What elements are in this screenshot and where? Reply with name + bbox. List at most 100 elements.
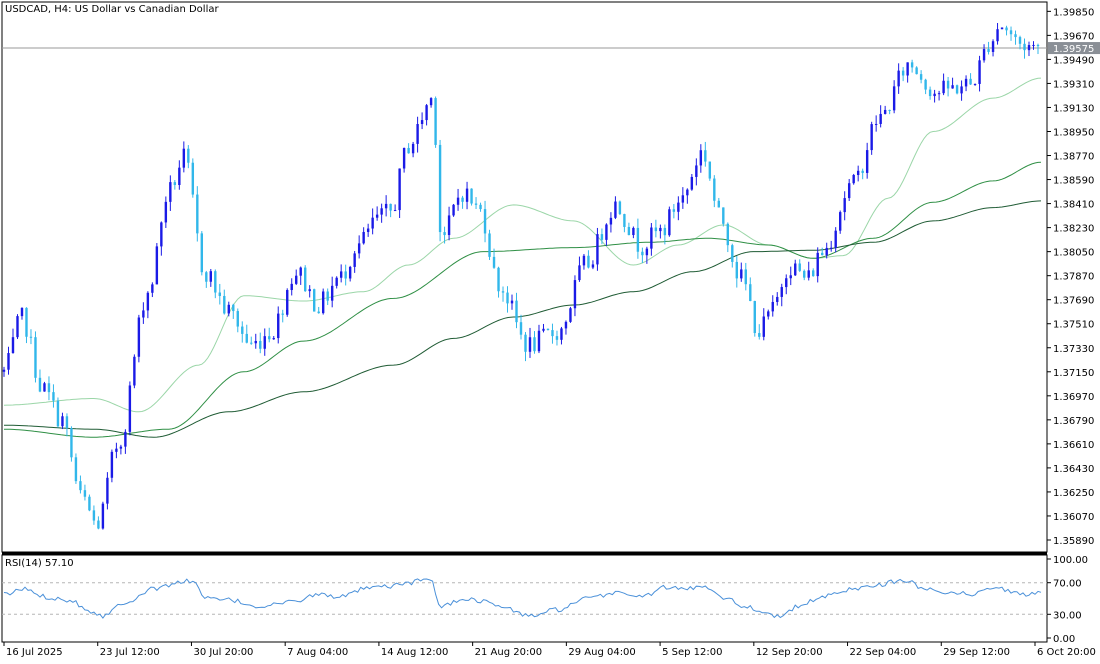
candle-body [286, 290, 289, 315]
candle-body [371, 217, 374, 229]
candle-body [1027, 45, 1031, 51]
candle-body [555, 336, 559, 340]
price-tick-label: 1.38230 [1053, 224, 1094, 235]
candle-body [573, 280, 577, 309]
candle-body [830, 247, 833, 249]
candle-body [668, 209, 671, 236]
candle-body [398, 168, 401, 211]
candle-body [272, 338, 275, 340]
candle-body [65, 416, 69, 429]
candle-body [645, 248, 649, 256]
candle-body [47, 383, 51, 393]
candle-body [951, 85, 954, 89]
candle-body [807, 270, 810, 278]
candle-body [1014, 34, 1017, 38]
candle-body [632, 227, 635, 236]
candle-body [1023, 43, 1026, 51]
candle-body [942, 80, 945, 94]
price-tick-label: 1.36250 [1053, 488, 1094, 499]
candle-body [614, 201, 617, 218]
candle-body [933, 93, 936, 97]
moving-average-line-3 [4, 200, 1042, 438]
time-tick-label: 21 Aug 20:00 [475, 647, 542, 658]
candle-body [991, 41, 995, 52]
candle-body [798, 263, 801, 271]
candle-body [973, 83, 977, 85]
candle-body [209, 271, 213, 282]
candle-body [268, 336, 271, 340]
candle-body [470, 188, 473, 204]
candle-body [443, 232, 446, 236]
time-tick-label: 12 Sep 20:00 [756, 647, 823, 658]
time-tick-label: 23 Jul 12:00 [100, 647, 160, 658]
candle-body [623, 214, 626, 227]
rsi-tick-label: 100.00 [1053, 555, 1088, 566]
price-tick-label: 1.36430 [1053, 464, 1094, 475]
candle-body [196, 194, 199, 234]
candle-body [38, 377, 42, 392]
candle-body [56, 400, 60, 427]
candle-body [915, 67, 918, 75]
candle-body [825, 247, 828, 256]
candle-body [128, 385, 132, 432]
candle-body [928, 89, 932, 97]
candle-body [191, 162, 195, 195]
candle-body [200, 233, 204, 273]
candle-body [83, 490, 87, 497]
time-tick-label: 16 Jul 2025 [6, 647, 63, 658]
candle-body [659, 227, 662, 232]
current-price-tag [1048, 42, 1100, 55]
candle-body [681, 195, 685, 203]
candle-body [124, 431, 127, 447]
price-tick-label: 1.37150 [1053, 368, 1094, 379]
candle-body [393, 210, 397, 212]
candle-body [290, 283, 293, 291]
price-tick-label: 1.37510 [1053, 320, 1094, 331]
candle-body [919, 74, 923, 80]
candle-body [16, 316, 19, 338]
price-tick-label: 1.38050 [1053, 248, 1094, 259]
candle-body [101, 503, 105, 529]
candle-body [803, 270, 806, 278]
candle-body [420, 120, 424, 125]
candle-body [758, 333, 761, 337]
candle-body [852, 174, 855, 184]
candle-body [223, 295, 226, 314]
candle-body [34, 337, 37, 378]
candle-body [79, 481, 82, 491]
candle-body [816, 252, 819, 277]
candle-body [627, 226, 631, 236]
candle-body [910, 62, 914, 68]
candle-body [1009, 30, 1013, 35]
candle-body [695, 165, 698, 177]
candle-body [497, 267, 500, 292]
candle-body [969, 78, 972, 85]
candle-body [241, 326, 244, 334]
candle-body [740, 269, 743, 279]
candle-body [97, 520, 100, 529]
rsi-tick-label: 0.00 [1053, 634, 1075, 645]
candle-body [29, 336, 33, 338]
candle-body [178, 167, 181, 186]
candle-body [173, 182, 177, 186]
candle-body [366, 228, 370, 232]
candle-body [735, 261, 738, 279]
price-tick-label: 1.37870 [1053, 272, 1094, 283]
candle-body [52, 392, 55, 401]
candle-body [987, 49, 990, 52]
candle-body [569, 308, 572, 322]
candle-body [704, 150, 707, 162]
candle-body [461, 197, 464, 202]
candle-body [821, 252, 824, 256]
price-tick-label: 1.38410 [1053, 200, 1094, 211]
candle-body [236, 311, 239, 327]
candle-body [362, 231, 365, 244]
price-tick-label: 1.37330 [1053, 344, 1094, 355]
candle-body [447, 215, 451, 236]
candle-body [937, 93, 941, 95]
candle-body [861, 170, 864, 173]
candle-body [119, 446, 123, 449]
candle-body [452, 204, 455, 216]
moving-average-line-2 [4, 161, 1042, 438]
